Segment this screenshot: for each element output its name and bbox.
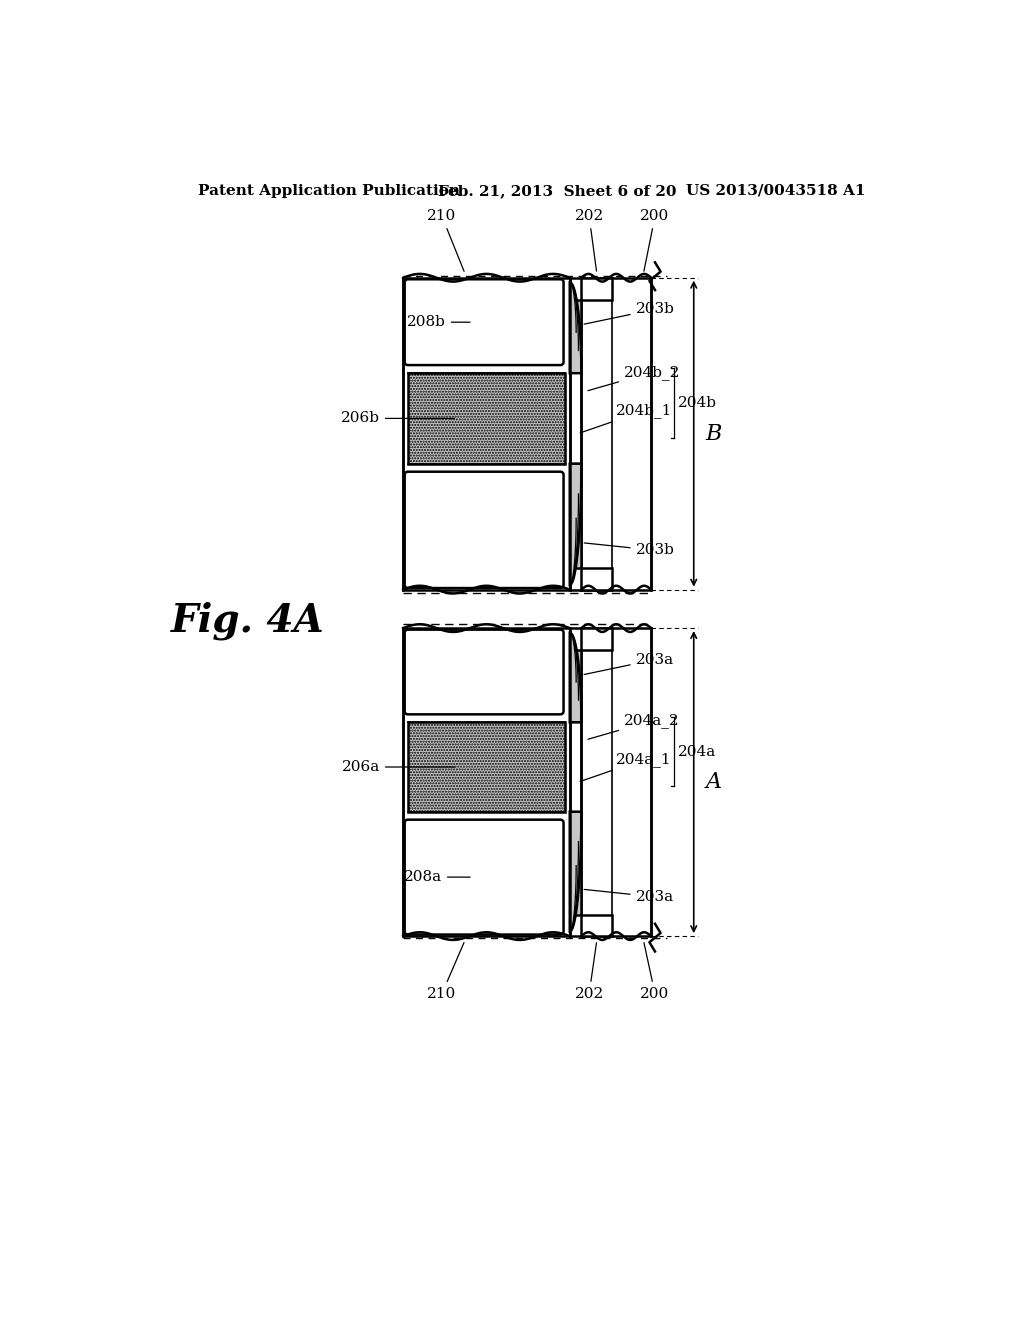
FancyBboxPatch shape [404, 471, 563, 589]
Bar [582, 628, 651, 936]
Bar [569, 568, 574, 590]
Bar [569, 277, 612, 300]
Bar [569, 277, 574, 300]
Bar [569, 649, 582, 715]
Text: 204a_2: 204a_2 [588, 713, 680, 739]
FancyBboxPatch shape [404, 280, 563, 366]
Text: 202: 202 [574, 209, 604, 271]
Text: 200: 200 [640, 942, 670, 1001]
Bar [408, 722, 565, 812]
Text: Fig. 4A: Fig. 4A [171, 601, 325, 640]
FancyBboxPatch shape [404, 630, 563, 714]
Text: 200: 200 [640, 209, 670, 271]
Bar [582, 277, 651, 590]
Text: 202: 202 [574, 942, 604, 1001]
Text: 208a: 208a [403, 870, 470, 884]
Text: Feb. 21, 2013  Sheet 6 of 20: Feb. 21, 2013 Sheet 6 of 20 [438, 183, 677, 198]
Bar [569, 628, 612, 649]
Bar [408, 374, 565, 463]
Text: 203a: 203a [584, 652, 674, 675]
Bar [569, 568, 612, 590]
Text: 204a_1: 204a_1 [581, 752, 672, 781]
Bar [569, 300, 582, 367]
Polygon shape [569, 812, 582, 932]
Text: 203a: 203a [584, 890, 674, 904]
Polygon shape [569, 632, 582, 722]
Text: 204b_2: 204b_2 [588, 364, 680, 391]
Text: 204a: 204a [678, 744, 717, 759]
Text: 203b: 203b [584, 543, 675, 557]
Bar [569, 915, 574, 936]
Bar [569, 915, 612, 936]
Bar [403, 628, 569, 936]
Bar [569, 463, 582, 568]
Text: 210: 210 [427, 209, 464, 272]
Text: Patent Application Publication: Patent Application Publication [198, 183, 460, 198]
Text: 210: 210 [427, 942, 464, 1001]
Text: 208b: 208b [407, 315, 470, 329]
FancyBboxPatch shape [404, 820, 563, 935]
Text: B: B [706, 422, 722, 445]
Bar [569, 812, 582, 915]
Bar [569, 628, 574, 649]
Text: 203b: 203b [584, 302, 675, 325]
Polygon shape [569, 463, 582, 585]
Bar [403, 277, 569, 590]
Text: 206a: 206a [342, 760, 455, 774]
Text: 206b: 206b [341, 412, 455, 425]
Polygon shape [569, 282, 582, 374]
Text: US 2013/0043518 A1: US 2013/0043518 A1 [686, 183, 865, 198]
Text: 204b_1: 204b_1 [581, 403, 673, 433]
Text: 204b: 204b [678, 396, 717, 411]
Text: A: A [706, 771, 722, 793]
